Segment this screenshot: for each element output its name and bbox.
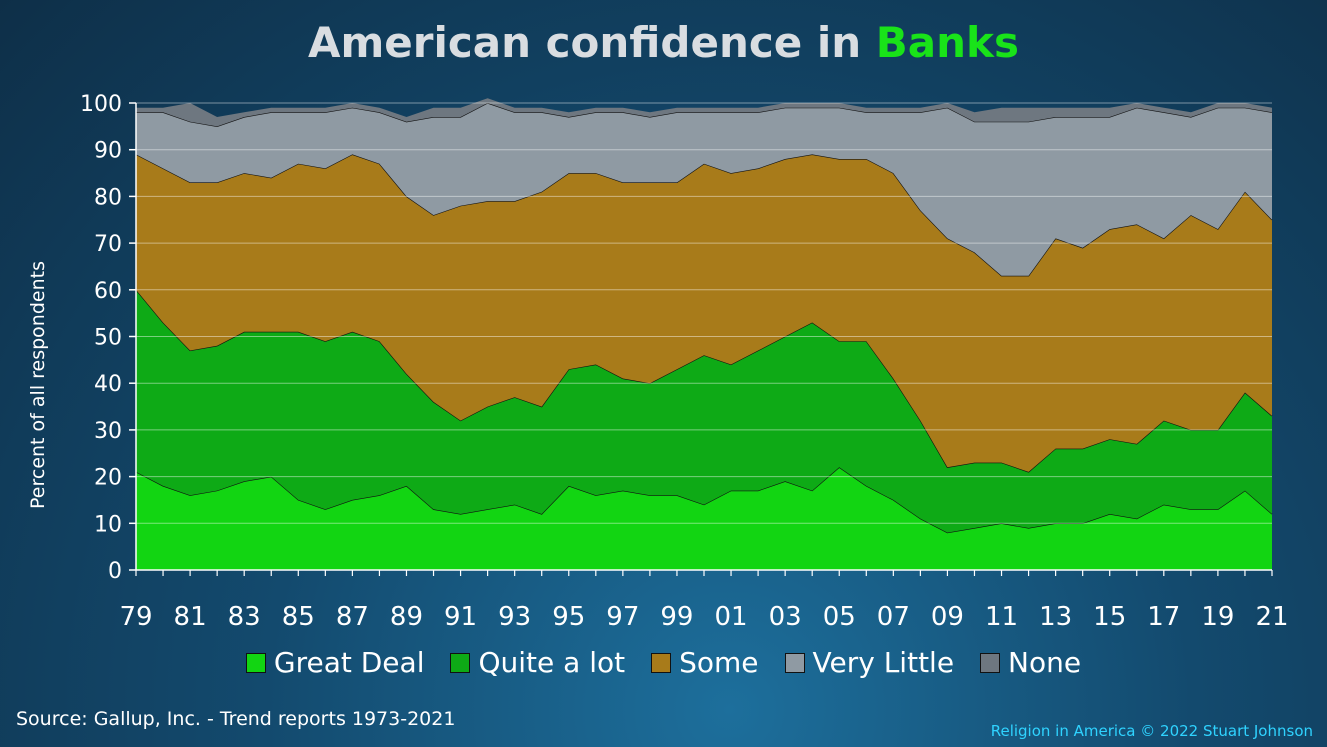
legend-swatch	[980, 652, 1001, 673]
legend-swatch	[450, 652, 471, 673]
area-some	[136, 154, 1272, 472]
x-tick-label: 05	[823, 602, 856, 632]
legend-swatch	[245, 652, 266, 673]
y-tick-label: 20	[94, 466, 122, 491]
x-tick-label: 93	[498, 602, 531, 632]
y-tick-label: 80	[94, 185, 122, 210]
legend-label: Some	[679, 646, 759, 679]
legend-label: Great Deal	[273, 646, 425, 679]
x-tick-label: 87	[336, 602, 369, 632]
y-tick-label: 30	[94, 419, 122, 444]
x-tick-label: 03	[769, 602, 802, 632]
y-tick-label: 70	[94, 232, 122, 257]
area-great-deal	[136, 467, 1272, 570]
area-very-little	[136, 103, 1272, 276]
y-axis-label: Percent of all respondents	[27, 261, 49, 509]
x-tick-label: 83	[228, 602, 261, 632]
x-tick-label: 07	[877, 602, 910, 632]
y-tick-labels: 0 10 20 30 40 50 60 70 80 90 100	[80, 92, 122, 584]
area-none	[136, 98, 1272, 127]
x-tick-label: 15	[1093, 602, 1126, 632]
legend-item-great-deal: Great Deal	[245, 646, 425, 679]
legend-label: None	[1008, 646, 1082, 679]
chart-title: American confidence in Banks	[0, 18, 1327, 67]
chart-title-highlight: Banks	[875, 18, 1019, 67]
x-tick-label: 99	[660, 602, 693, 632]
y-tick-label: 50	[94, 326, 122, 351]
x-tick-label: 79	[119, 602, 152, 632]
x-tick-label: 19	[1201, 602, 1234, 632]
x-tick-label: 17	[1147, 602, 1180, 632]
chart-title-prefix: American confidence in	[308, 18, 876, 67]
legend-label: Very Little	[812, 646, 955, 679]
x-tick-label: 01	[715, 602, 748, 632]
legend: Great Deal Quite a lot Some Very Little None	[0, 646, 1327, 679]
legend-item-none: None	[980, 646, 1081, 679]
credit-note: Religion in America © 2022 Stuart Johnso…	[990, 722, 1313, 740]
x-tick-label: 91	[444, 602, 477, 632]
x-tick-label: 81	[174, 602, 207, 632]
axes	[129, 102, 1273, 576]
y-tick-label: 10	[94, 512, 122, 537]
y-tick-label: 40	[94, 372, 122, 397]
legend-swatch	[784, 652, 805, 673]
area-quite-a-lot	[136, 289, 1272, 533]
legend-item-some: Some	[651, 646, 759, 679]
x-tick-label: 21	[1255, 602, 1288, 632]
y-tick-label: 100	[80, 92, 122, 117]
source-note: Source: Gallup, Inc. - Trend reports 197…	[16, 708, 456, 730]
chart-areas	[135, 98, 1273, 570]
legend-item-very-little: Very Little	[784, 646, 955, 679]
x-tick-label: 13	[1039, 602, 1072, 632]
gridlines	[136, 102, 1272, 524]
legend-swatch	[651, 652, 672, 673]
x-tick-labels: 79 81 83 85 87 89 91 93 95 97 99 01 03 05 07 09 11 13 15 17…	[119, 602, 1288, 632]
x-tick-label: 85	[282, 602, 315, 632]
x-tick-label: 97	[606, 602, 639, 632]
legend-label: Quite a lot	[478, 646, 626, 679]
y-tick-label: 0	[108, 559, 122, 584]
x-tick-label: 09	[931, 602, 964, 632]
x-tick-label: 95	[552, 602, 585, 632]
y-tick-label: 60	[94, 279, 122, 304]
x-tick-label: 89	[390, 602, 423, 632]
y-tick-label: 90	[94, 139, 122, 164]
legend-item-quite-a-lot: Quite a lot	[450, 646, 625, 679]
x-tick-label: 11	[985, 602, 1018, 632]
